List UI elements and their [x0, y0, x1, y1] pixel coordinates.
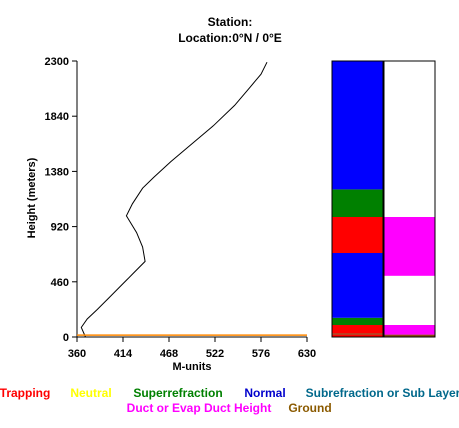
location-line: Location:0°N / 0°E — [178, 31, 282, 45]
y-tick-label: 460 — [51, 277, 69, 289]
y-tick-label: 0 — [63, 332, 69, 344]
y-tick-label: 920 — [51, 222, 69, 234]
strip-segment — [332, 333, 383, 335]
strip-segment — [332, 325, 383, 334]
x-tick-label: 630 — [298, 348, 316, 360]
legend: Trapping Neutral Superrefraction Normal Subr… — [0, 386, 459, 415]
x-tick-label: 468 — [160, 348, 178, 360]
strip-segment — [384, 61, 435, 217]
strip-segment — [384, 217, 435, 276]
strip-segment — [332, 189, 383, 217]
strip-segment — [332, 334, 383, 337]
y-tick-label: 1840 — [45, 111, 69, 123]
legend-item: Duct or Evap Duct Height — [127, 401, 272, 415]
strip-border — [383, 60, 436, 338]
location-value: 0°N / 0°E — [232, 31, 282, 45]
strip-segment — [332, 253, 383, 318]
x-tick-label: 360 — [68, 348, 86, 360]
legend-item: Normal — [244, 386, 285, 400]
x-tick-label: 522 — [206, 348, 224, 360]
legend-item: Neutral — [70, 386, 111, 400]
legend-item: Subrefraction or Sub Layer — [306, 386, 459, 400]
station-label: Station: — [208, 15, 253, 29]
strip-segment — [384, 275, 435, 325]
strip-segment — [384, 325, 435, 335]
strip-segment — [384, 334, 435, 337]
legend-item: Superrefraction — [133, 386, 222, 400]
y-axis-label: Height (meters) — [26, 157, 38, 238]
x-axis-label: M-units — [172, 361, 211, 373]
x-tick-label: 576 — [252, 348, 270, 360]
x-tick-label: 414 — [114, 348, 133, 360]
legend-item: Trapping — [0, 386, 50, 400]
m-unit-profile-line — [80, 61, 268, 338]
plot-area: 0 460 920 1380 1840 2300 360 414 468 522 576 630 — [45, 56, 317, 360]
strip-border — [331, 60, 384, 338]
strip-segment — [332, 217, 383, 253]
y-tick-label: 2300 — [45, 56, 69, 68]
strip-segment — [332, 61, 383, 190]
strip-segment — [332, 317, 383, 325]
y-tick-label: 1380 — [45, 166, 69, 178]
location-label: Location: — [178, 31, 232, 45]
legend-item: Ground — [288, 401, 331, 415]
condition-strips — [331, 60, 436, 338]
